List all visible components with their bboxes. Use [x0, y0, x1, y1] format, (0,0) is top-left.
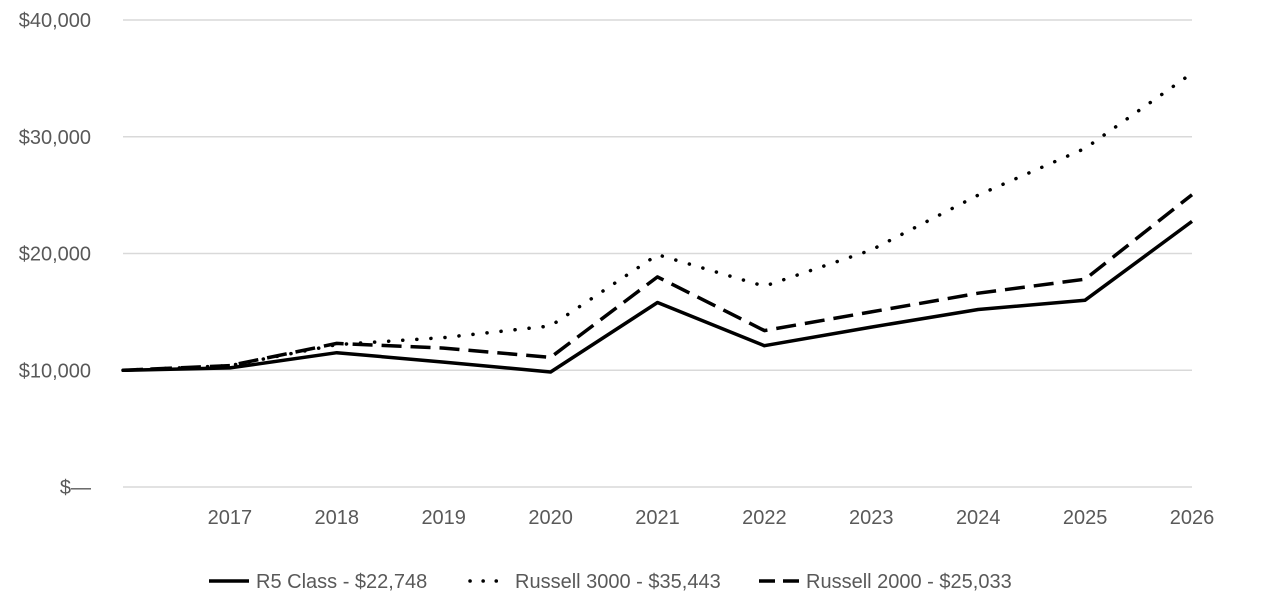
series-line-dotted [121, 71, 1194, 373]
y-axis-tick-labels: $— $10,000 $20,000 $30,000 $40,000 [19, 10, 91, 499]
legend-label: R5 Class - $22,748 [256, 571, 427, 593]
series-lines [121, 71, 1194, 374]
legend-label: Russell 2000 - $25,033 [806, 571, 1012, 593]
x-tick-label: 2022 [742, 507, 787, 529]
gridlines [123, 19, 1192, 488]
x-tick-label: 2019 [421, 507, 466, 529]
legend-label: Russell 3000 - $35,443 [515, 571, 721, 593]
y-tick-label: $40,000 [19, 10, 91, 32]
series-line-dashed [122, 193, 1194, 373]
x-tick-label: 2018 [315, 507, 360, 529]
x-tick-label: 2023 [849, 507, 894, 529]
x-axis-tick-labels: 2017 2018 2019 2020 2021 2022 2023 2024 2025 2026 [208, 507, 1215, 529]
y-tick-label: $— [60, 477, 91, 499]
x-tick-label: 2021 [635, 507, 680, 529]
y-tick-label: $20,000 [19, 244, 91, 266]
x-tick-label: 2025 [1063, 507, 1108, 529]
y-tick-label: $30,000 [19, 127, 91, 149]
x-tick-label: 2026 [1170, 507, 1215, 529]
x-tick-label: 2020 [528, 507, 573, 529]
y-tick-label: $10,000 [19, 360, 91, 382]
legend: R5 Class - $22,748 Russell 3000 - $35,443… [209, 571, 1012, 593]
x-tick-label: 2024 [956, 507, 1001, 529]
x-tick-label: 2017 [208, 507, 253, 529]
series-line-solid [122, 219, 1194, 374]
